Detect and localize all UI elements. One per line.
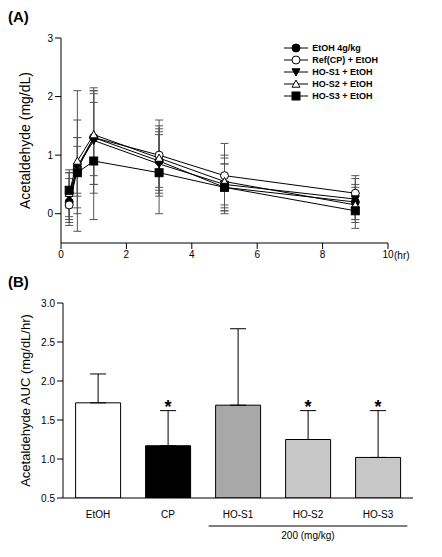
- svg-text:*: *: [164, 397, 171, 417]
- svg-text:3.0: 3.0: [41, 298, 55, 309]
- svg-text:HO-S2: HO-S2: [293, 509, 324, 520]
- svg-text:EtOH: EtOH: [86, 509, 110, 520]
- svg-text:0: 0: [47, 208, 53, 219]
- svg-text:6: 6: [254, 249, 260, 260]
- svg-text:8: 8: [320, 249, 326, 260]
- svg-text:(hr): (hr): [394, 250, 410, 261]
- svg-text:Acetaldehyde (mg/dL): Acetaldehyde (mg/dL): [17, 72, 33, 209]
- svg-text:200 (mg/kg): 200 (mg/kg): [281, 530, 334, 541]
- svg-text:4: 4: [189, 249, 195, 260]
- svg-text:1.0: 1.0: [41, 454, 55, 465]
- svg-text:2: 2: [47, 91, 53, 102]
- svg-text:3: 3: [47, 33, 53, 44]
- html-text:(A): (A): [8, 8, 29, 25]
- html-text:Ref(CP) + EtOH: Ref(CP) + EtOH: [312, 55, 378, 65]
- html-text:HO-S3 + EtOH: HO-S3 + EtOH: [312, 91, 373, 101]
- svg-text:1.5: 1.5: [41, 415, 55, 426]
- html-text:HO-S2 + EtOH: HO-S2 + EtOH: [312, 79, 373, 89]
- svg-text:CP: CP: [161, 509, 175, 520]
- html-text:EtOH 4g/kg: EtOH 4g/kg: [312, 43, 361, 53]
- svg-text:1: 1: [47, 150, 53, 161]
- svg-text:HO-S1: HO-S1: [223, 509, 254, 520]
- svg-text:0: 0: [58, 249, 64, 260]
- svg-text:2.5: 2.5: [41, 337, 55, 348]
- html-text:(B): (B): [8, 273, 29, 290]
- svg-text:HO-S3: HO-S3: [363, 509, 394, 520]
- svg-text:2: 2: [124, 249, 130, 260]
- svg-text:Acetaldehyde AUC (mg/dL/hr): Acetaldehyde AUC (mg/dL/hr): [18, 314, 33, 487]
- svg-text:10: 10: [382, 249, 394, 260]
- html-text:HO-S1 + EtOH: HO-S1 + EtOH: [312, 67, 373, 77]
- svg-text:0.5: 0.5: [41, 493, 55, 504]
- svg-text:*: *: [374, 397, 381, 417]
- svg-text:2.0: 2.0: [41, 376, 55, 387]
- svg-text:*: *: [304, 397, 311, 417]
